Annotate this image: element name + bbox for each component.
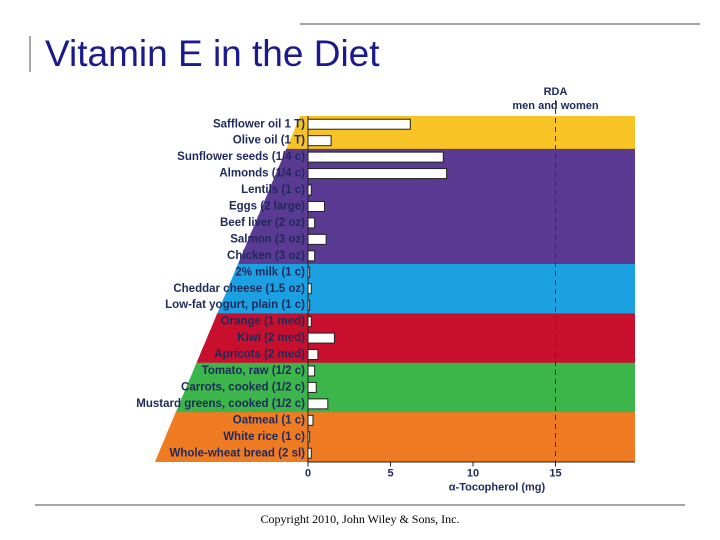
group-band (244, 231, 635, 249)
bar (307, 200, 325, 212)
bar (307, 332, 335, 344)
category-label: Chicken (3 oz) (227, 250, 305, 262)
group-band (161, 428, 635, 446)
reference-label: men and women (512, 100, 598, 112)
group-band (175, 395, 635, 413)
group-band (230, 264, 635, 281)
slide-title: Vitamin E in the Diet (45, 33, 380, 74)
reference-label: RDA (544, 86, 568, 98)
category-label: Mustard greens, cooked (1/2 c) (136, 398, 305, 410)
bar (307, 151, 444, 163)
group-band (286, 132, 635, 150)
bar (307, 414, 314, 426)
bar (307, 365, 316, 377)
group-band (155, 445, 635, 462)
category-label: Apricots (2 med) (214, 349, 305, 361)
category-label: Tomato, raw (1/2 c) (202, 365, 305, 377)
group-band (168, 412, 636, 430)
group-band (237, 247, 635, 265)
bar (307, 135, 332, 147)
group-band (189, 362, 635, 380)
category-label: Almonds (1/4 c) (219, 168, 305, 180)
category-label: Oatmeal (1 c) (233, 414, 305, 426)
group-band (224, 280, 636, 298)
x-tick-label: 0 (305, 467, 311, 479)
group-band (258, 198, 635, 216)
bar (307, 398, 329, 410)
group-band (182, 379, 635, 397)
group-band (251, 214, 635, 232)
category-label: 2% milk (1 c) (235, 266, 305, 278)
category-label: Low-fat yogurt, plain (1 c) (165, 299, 305, 311)
category-label: Salmon (3 oz) (230, 233, 305, 245)
category-label: White rice (1 c) (223, 431, 305, 443)
group-band (196, 346, 635, 364)
category-label: Safflower oil 1 T) (213, 118, 305, 130)
x-axis-label: α-Tocopherol (mg) (449, 481, 546, 493)
category-label: Whole-wheat bread (2 sl) (170, 447, 306, 459)
copyright: Copyright 2010, John Wiley & Sons, Inc. (261, 512, 460, 526)
bar (307, 250, 316, 262)
group-band (217, 296, 635, 314)
category-label: Eggs (2 large) (229, 201, 305, 213)
category-label: Sunflower seeds (1/4 c) (177, 151, 305, 163)
category-label: Beef liver (2 oz) (220, 217, 305, 229)
category-label: Carrots, cooked (1/2 c) (181, 381, 305, 393)
x-tick-label: 10 (467, 467, 479, 479)
chart: RDA men and women Safflower oil 1 T) Olive … (136, 86, 636, 493)
bar (307, 217, 316, 229)
group-band (210, 313, 635, 331)
bar (307, 381, 317, 393)
group-band (265, 181, 635, 199)
x-tick-label: 15 (549, 467, 561, 479)
bar (307, 349, 319, 361)
bar (307, 168, 448, 180)
bar (307, 118, 411, 130)
category-label: Cheddar cheese (1.5 oz) (173, 283, 305, 295)
bar (307, 233, 327, 245)
x-tick-label: 5 (387, 467, 393, 479)
category-label: Olive oil (1 T) (233, 135, 305, 147)
category-label: Orange (1 med) (221, 316, 306, 328)
category-label: Lentils (1 c) (241, 184, 305, 196)
category-label: Kiwi (2 med) (237, 332, 305, 344)
